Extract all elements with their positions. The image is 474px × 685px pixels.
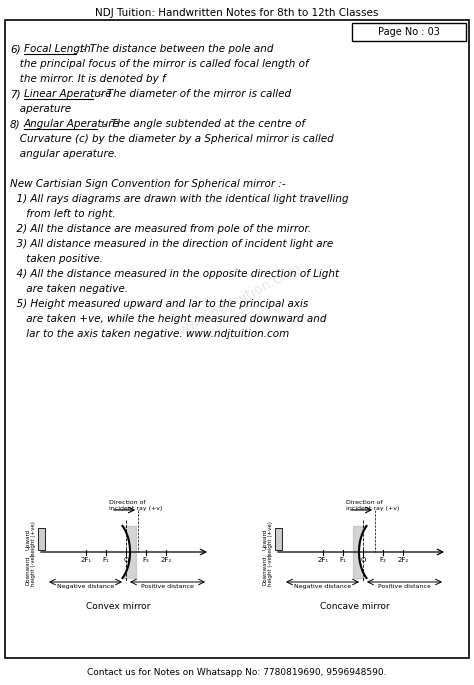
Text: are taken negative.: are taken negative. bbox=[10, 284, 128, 294]
Text: 2F₁: 2F₁ bbox=[318, 557, 328, 563]
Text: Contact us for Notes on Whatsapp No: 7780819690, 9596948590.: Contact us for Notes on Whatsapp No: 778… bbox=[87, 668, 387, 677]
Text: Direction of
incident ray (+v): Direction of incident ray (+v) bbox=[346, 500, 400, 511]
Text: 2) All the distance are measured from pole of the mirror.: 2) All the distance are measured from po… bbox=[10, 224, 311, 234]
Text: 4) All the distance measured in the opposite direction of Light: 4) All the distance measured in the oppo… bbox=[10, 269, 339, 279]
Text: 2F₁: 2F₁ bbox=[81, 557, 91, 563]
Text: Negative distance: Negative distance bbox=[294, 584, 352, 589]
Text: Downward
height (-ve): Downward height (-ve) bbox=[263, 554, 273, 586]
Text: O: O bbox=[123, 557, 128, 563]
Text: the mirror. It is denoted by f: the mirror. It is denoted by f bbox=[10, 74, 165, 84]
Text: Linear Aperature: Linear Aperature bbox=[24, 89, 111, 99]
Text: Upward
height (+ve): Upward height (+ve) bbox=[26, 521, 36, 556]
Text: Positive distance: Positive distance bbox=[378, 584, 430, 589]
Text: 2F₂: 2F₂ bbox=[397, 557, 409, 563]
Text: 7): 7) bbox=[10, 89, 21, 99]
Text: Positive distance: Positive distance bbox=[141, 584, 193, 589]
Text: lar to the axis taken negative. www.ndjtuition.com: lar to the axis taken negative. www.ndjt… bbox=[10, 329, 289, 339]
Text: New Cartisian Sign Convention for Spherical mirror :-: New Cartisian Sign Convention for Spheri… bbox=[10, 179, 286, 189]
Text: 3) All distance measured in the direction of incident light are: 3) All distance measured in the directio… bbox=[10, 239, 333, 249]
Text: Convex mirror: Convex mirror bbox=[86, 602, 150, 611]
Text: Negative distance: Negative distance bbox=[57, 584, 115, 589]
Text: from left to right.: from left to right. bbox=[10, 209, 116, 219]
Text: F₂: F₂ bbox=[380, 557, 386, 563]
Text: 1) All rays diagrams are drawn with the identical light travelling: 1) All rays diagrams are drawn with the … bbox=[10, 194, 348, 204]
Text: 8): 8) bbox=[10, 119, 21, 129]
Text: Upward
height (+ve): Upward height (+ve) bbox=[263, 521, 273, 556]
Text: F₁: F₁ bbox=[340, 557, 346, 563]
Text: Direction of
incident ray (+v): Direction of incident ray (+v) bbox=[109, 500, 163, 511]
Text: angular aperature.: angular aperature. bbox=[10, 149, 118, 159]
Text: 2F₂: 2F₂ bbox=[160, 557, 172, 563]
Text: :- The angle subtended at the centre of: :- The angle subtended at the centre of bbox=[97, 119, 305, 129]
Text: Downward
height (-ve): Downward height (-ve) bbox=[26, 554, 36, 586]
Text: :- The distance between the pole and: :- The distance between the pole and bbox=[75, 44, 273, 54]
Bar bbox=[275, 528, 282, 550]
Text: Angular Aperature: Angular Aperature bbox=[24, 119, 120, 129]
Text: Concave mirror: Concave mirror bbox=[320, 602, 390, 611]
Text: Page No : 03: Page No : 03 bbox=[378, 27, 440, 37]
Text: 6): 6) bbox=[10, 44, 21, 54]
Bar bbox=[352, 23, 466, 41]
Text: :- The diameter of the mirror is called: :- The diameter of the mirror is called bbox=[93, 89, 291, 99]
Text: the principal focus of the mirror is called focal length of: the principal focus of the mirror is cal… bbox=[10, 59, 309, 69]
Text: F₁: F₁ bbox=[103, 557, 109, 563]
Text: 5) Height measured upward and lar to the principal axis: 5) Height measured upward and lar to the… bbox=[10, 299, 308, 309]
Bar bbox=[38, 528, 45, 550]
Text: Curvature (c) by the diameter by a Spherical mirror is called: Curvature (c) by the diameter by a Spher… bbox=[10, 134, 334, 144]
Text: www.ndjtuition.com: www.ndjtuition.com bbox=[176, 262, 304, 338]
Text: F₂: F₂ bbox=[143, 557, 149, 563]
Text: are taken +ve, while the height measured downward and: are taken +ve, while the height measured… bbox=[10, 314, 327, 324]
Text: NDJ Tuition: Handwritten Notes for 8th to 12th Classes: NDJ Tuition: Handwritten Notes for 8th t… bbox=[95, 8, 379, 18]
Text: taken positive.: taken positive. bbox=[10, 254, 103, 264]
Text: Focal Length: Focal Length bbox=[24, 44, 91, 54]
Text: aperature: aperature bbox=[10, 104, 71, 114]
Text: O: O bbox=[360, 557, 365, 563]
